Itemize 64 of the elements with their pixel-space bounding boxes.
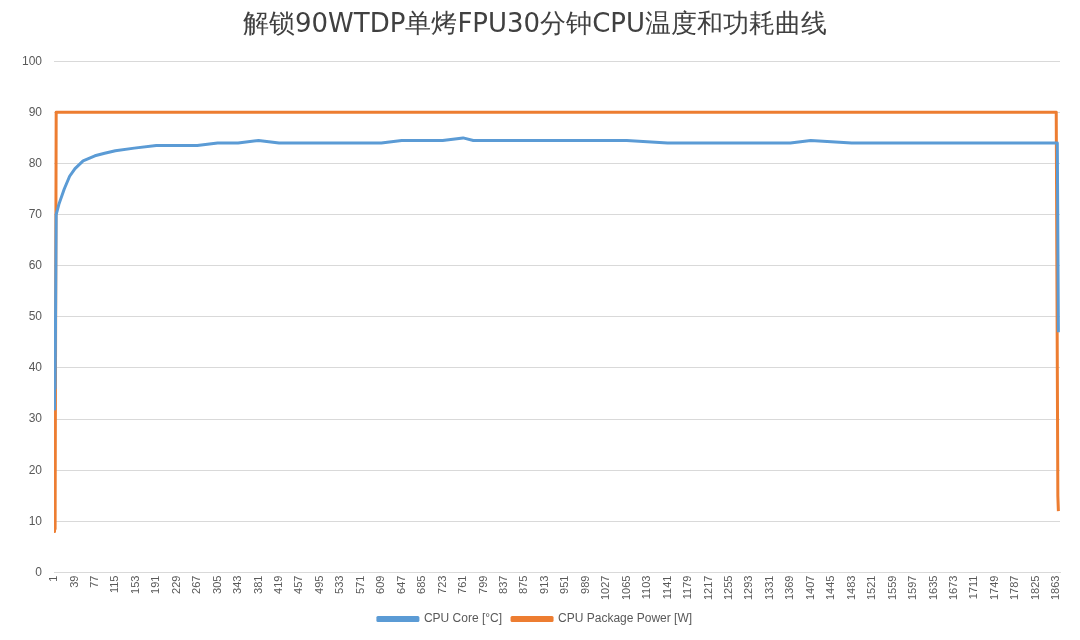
x-tick-label: 1445 (824, 575, 837, 601)
x-tick-label: 1597 (906, 575, 919, 601)
x-tick-label: 267 (190, 575, 203, 594)
x-tick-label: 1179 (681, 575, 694, 600)
x-tick-label: 875 (517, 575, 530, 594)
y-tick-label: 70 (28, 206, 43, 221)
x-tick-label: 419 (272, 575, 285, 594)
x-tick-label: 191 (149, 575, 162, 594)
x-tick-label: 1331 (762, 575, 775, 601)
x-tick-label: 533 (333, 575, 346, 594)
y-tick-label: 30 (28, 411, 43, 426)
x-tick-label: 457 (292, 575, 305, 594)
x-tick-label: 1103 (640, 575, 653, 600)
x-tick-label: 343 (231, 575, 244, 594)
x-tick-label: 39 (67, 575, 80, 588)
y-tick-label: 100 (21, 53, 43, 68)
x-tick-label: 305 (210, 575, 223, 594)
x-tick-label: 153 (128, 575, 141, 594)
y-tick-label: 60 (28, 258, 43, 273)
x-tick-label: 1635 (926, 575, 939, 601)
x-tick-label: 1 (47, 575, 60, 582)
x-tick-label: 761 (456, 575, 469, 594)
y-tick-label: 10 (28, 513, 43, 528)
x-tick-label: 609 (374, 575, 387, 594)
x-tick-label: 1483 (844, 575, 857, 601)
x-tick-label: 229 (169, 575, 182, 594)
x-tick-label: 1749 (987, 575, 1000, 601)
x-tick-label: 837 (497, 575, 510, 594)
x-tick-label: 1027 (599, 575, 612, 601)
x-tick-label: 1369 (783, 575, 796, 601)
x-tick-label: 1521 (865, 575, 878, 601)
x-tick-label: 77 (87, 575, 100, 588)
x-tick-label: 913 (537, 575, 550, 594)
x-tick-label: 1673 (947, 575, 959, 601)
y-tick-label: 0 (35, 564, 43, 579)
x-tick-label: 571 (353, 575, 366, 594)
x-tick-label: 1293 (742, 575, 755, 601)
legend-label: CPU Core [°C] (423, 611, 503, 626)
chart-title: 解锁90WTDP单烤FPU30分钟CPU温度和功耗曲线 (243, 8, 827, 39)
x-tick-label: 647 (394, 575, 407, 594)
y-tick-label: 50 (28, 309, 43, 324)
x-tick-label: 989 (578, 575, 591, 594)
x-tick-label: 1065 (619, 575, 632, 601)
y-tick-label: 90 (28, 104, 43, 119)
x-tick-label: 1559 (885, 575, 898, 601)
x-tick-label: 685 (415, 575, 428, 594)
y-tick-label: 40 (28, 360, 43, 375)
x-tick-label: 951 (558, 575, 571, 594)
x-tick-label: 1787 (1008, 575, 1021, 601)
x-tick-label: 495 (312, 575, 325, 594)
x-tick-label: 1217 (701, 575, 714, 601)
x-tick-label: 799 (476, 575, 489, 594)
x-tick-label: 1863 (1049, 575, 1062, 601)
x-tick-label: 1141 (660, 575, 673, 600)
y-tick-label: 20 (28, 462, 43, 477)
legend-label: CPU Package Power [W] (558, 611, 693, 626)
x-tick-label: 115 (108, 575, 121, 594)
x-tick-label: 723 (435, 575, 448, 594)
x-tick-label: 1255 (722, 575, 735, 601)
x-tick-label: 1711 (967, 575, 980, 600)
x-tick-label: 1407 (803, 575, 816, 601)
y-tick-label: 80 (28, 155, 43, 170)
x-tick-label: 1825 (1028, 575, 1041, 601)
x-tick-label: 381 (251, 575, 264, 594)
